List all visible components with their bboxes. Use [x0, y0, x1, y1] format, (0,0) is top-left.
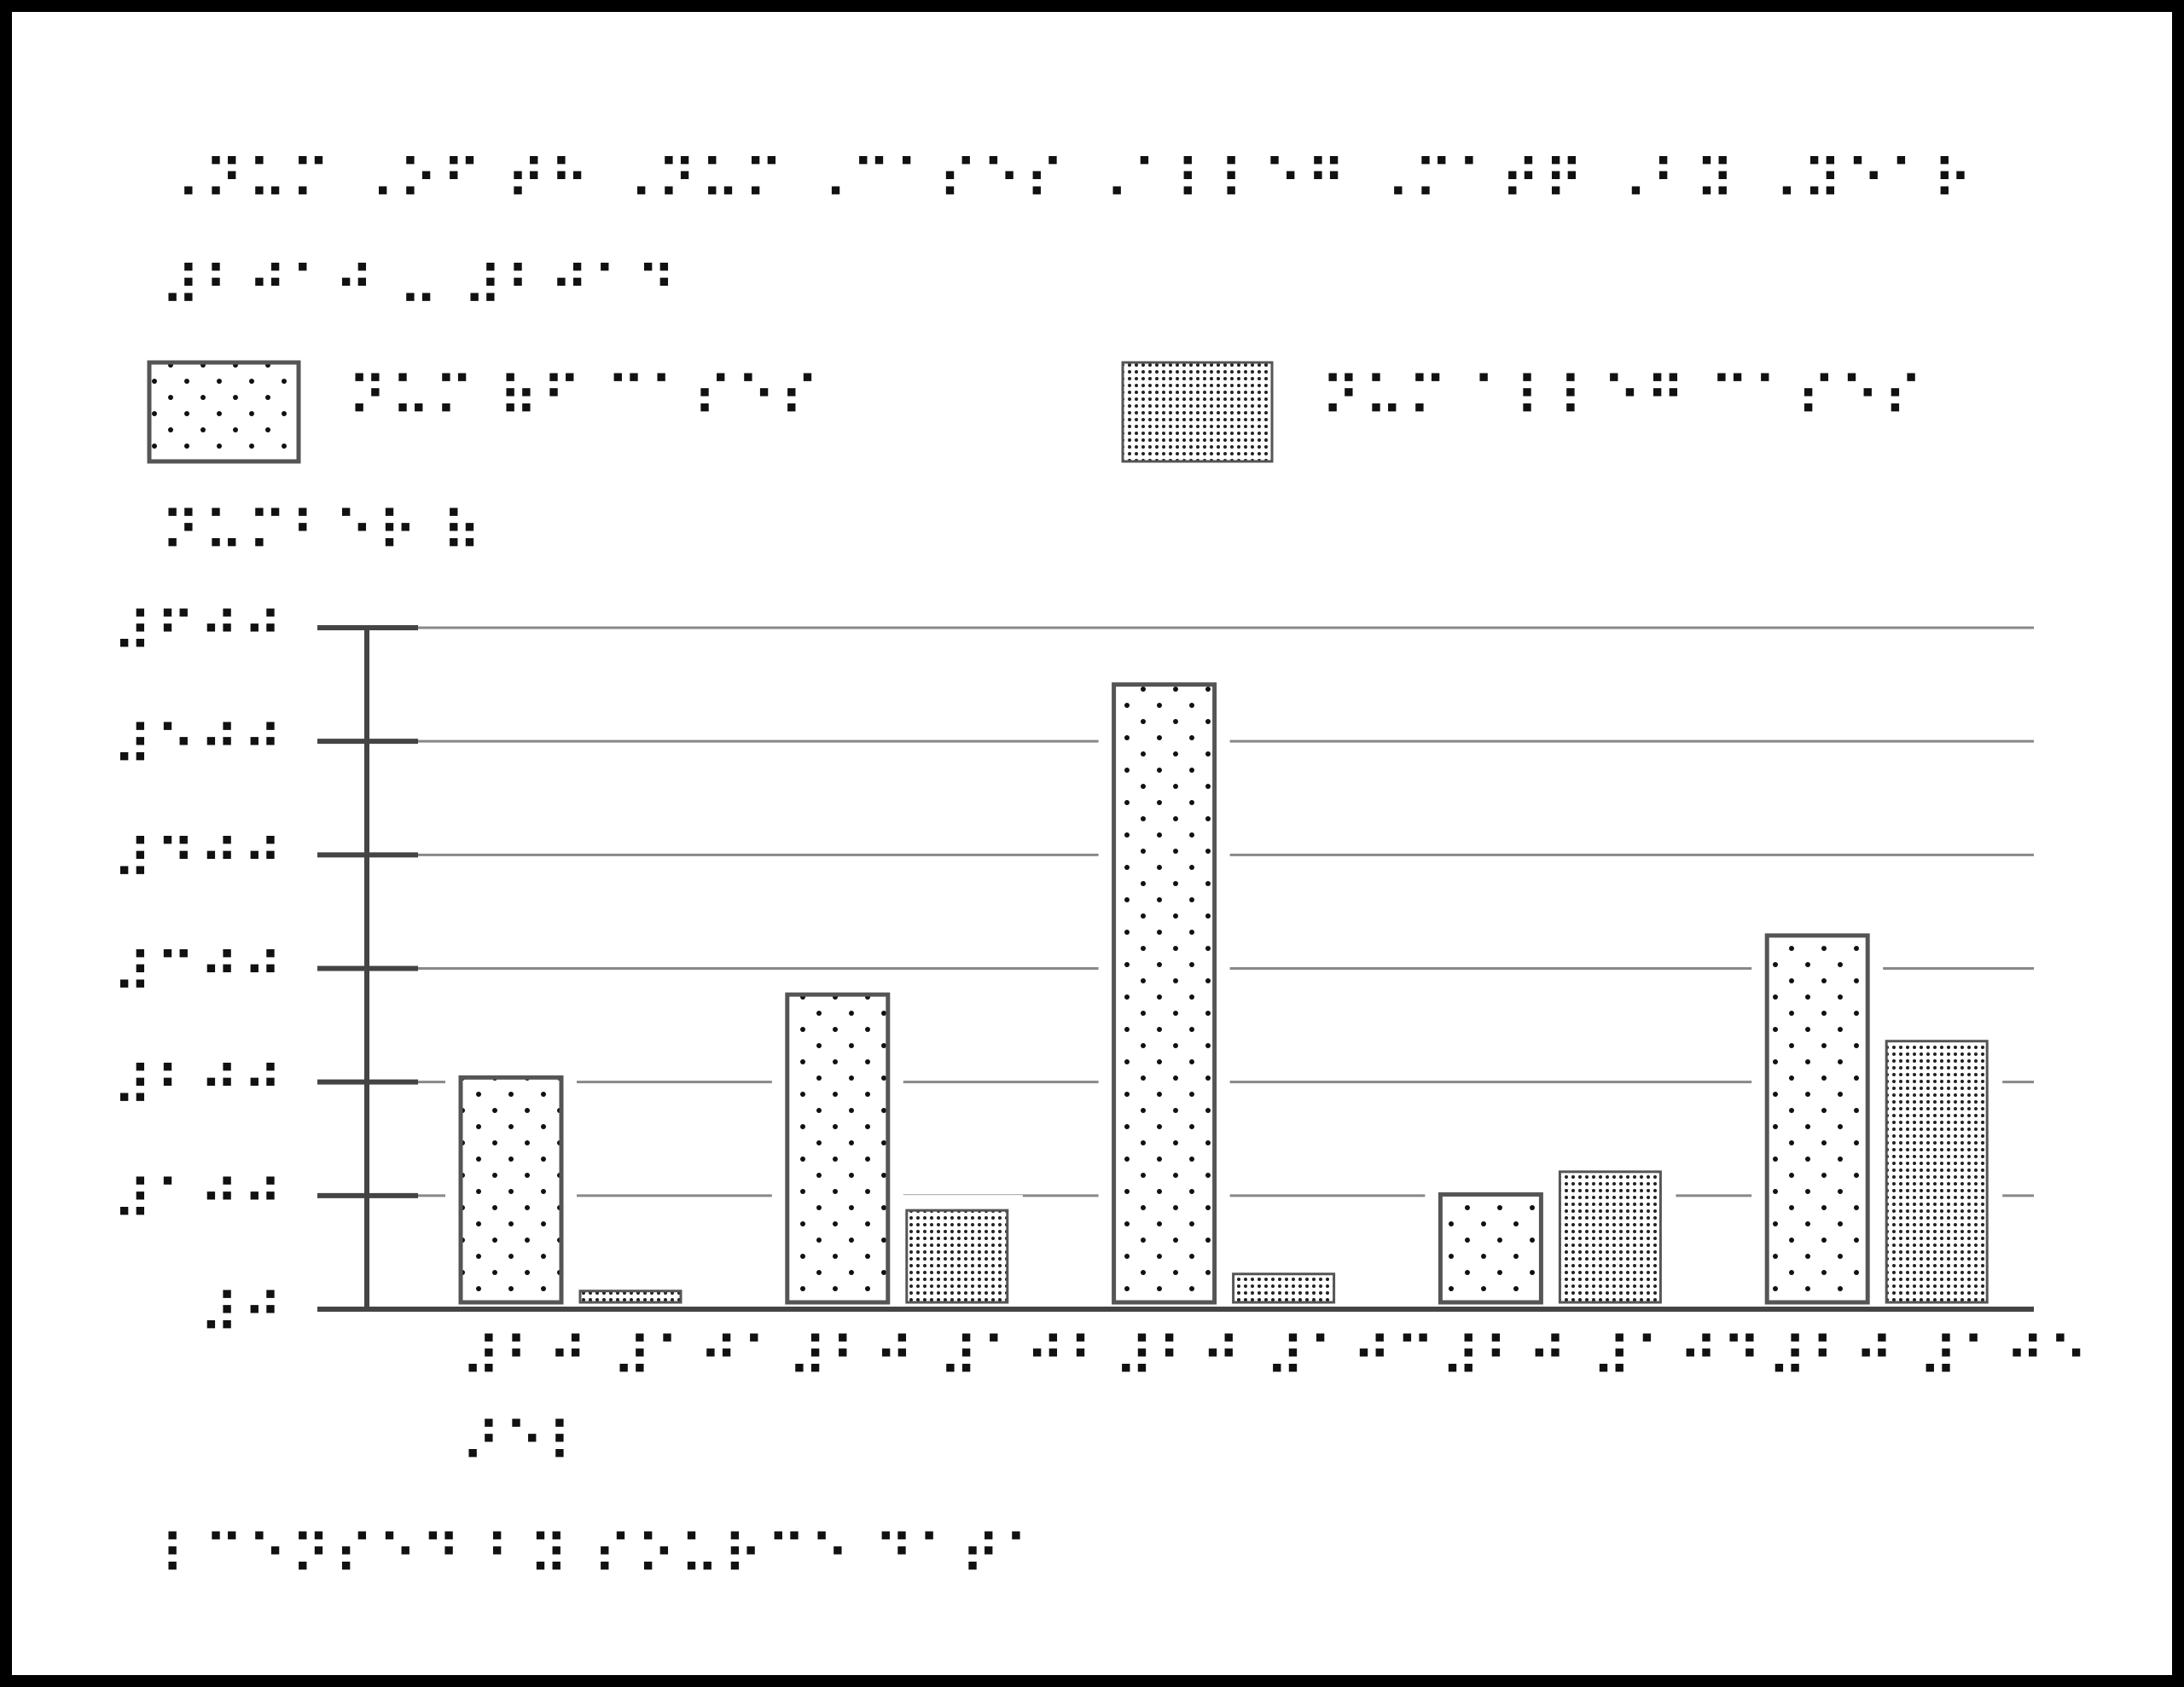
y-tick-label: ⠼⠙⠚⠚	[113, 829, 287, 892]
bar	[1764, 933, 1870, 1305]
bar	[905, 1209, 1009, 1304]
chart-title: ⠠⠝⠥⠍ ⠠⠕⠋ ⠞⠓ ⠠⠝⠥⠍ ⠠⠉⠁⠎⠑⠎ ⠠⠁⠇⠇⠑⠛ ⠠⠍⠁⠞⠟ ⠠⠃⠽…	[160, 149, 1976, 319]
x-tick-label: ⠼⠃⠚ ⠼⠁⠚⠑	[1767, 1327, 2091, 1390]
y-tick-label: ⠼⠉⠚⠚	[113, 942, 287, 1006]
bar	[1232, 1272, 1336, 1304]
x-tick-label: ⠜⠑⠇	[461, 1412, 591, 1475]
x-tick-label: ⠼⠃⠚ ⠼⠁⠚⠁	[461, 1327, 785, 1390]
source-note: ⠇⠉⠑⠝⠎⠑⠙ ⠃⠽ ⠎⠕⠥⠗⠉⠑ ⠙⠁⠞⠁	[160, 1525, 1048, 1588]
y-axis-label: ⠝⠥⠍⠃⠑⠗ ⠷	[160, 501, 485, 565]
bar	[1438, 1192, 1543, 1305]
bar	[785, 992, 891, 1305]
y-tick-label: ⠼⠋⠚⠚	[113, 602, 287, 665]
bar	[578, 1290, 682, 1304]
x-tick-label: ⠼⠃⠚ ⠼⠁⠚⠃	[787, 1327, 1112, 1390]
y-tick-label: ⠼⠁⠚⠚	[113, 1169, 287, 1232]
y-tick-label: ⠼⠑⠚⠚	[113, 716, 287, 779]
legend-label: ⠝⠥⠍ ⠷⠋ ⠉⠁⠎⠑⠎	[347, 367, 822, 430]
legend-swatch	[1121, 361, 1274, 463]
bar	[1112, 682, 1217, 1305]
legend-label: ⠝⠥⠍ ⠁⠇⠇⠑⠛ ⠉⠁⠎⠑⠎	[1321, 367, 1926, 430]
legend-swatch	[147, 360, 301, 464]
y-tick-label: ⠼⠃⠚⠚	[113, 1056, 287, 1119]
y-tick-label: ⠼⠚	[199, 1284, 286, 1347]
x-tick-label: ⠼⠃⠚ ⠼⠁⠚⠙	[1440, 1327, 1764, 1390]
x-tick-label: ⠼⠃⠚ ⠼⠁⠚⠉	[1114, 1327, 1438, 1390]
bar	[1885, 1040, 1989, 1304]
bar	[458, 1075, 564, 1305]
bar	[1558, 1170, 1662, 1304]
